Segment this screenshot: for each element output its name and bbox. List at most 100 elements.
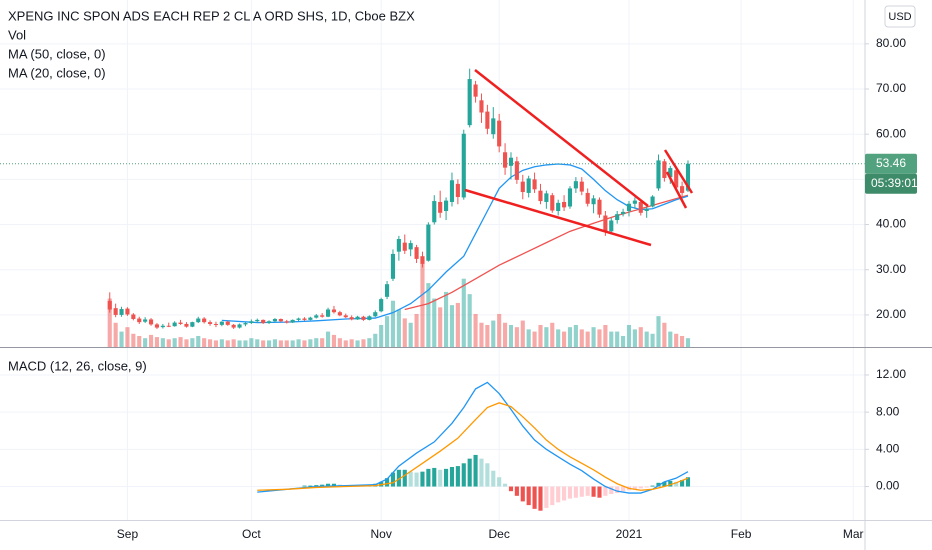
histogram-bar bbox=[597, 486, 602, 498]
macd-title: MACD (12, 26, close, 9) bbox=[8, 358, 147, 373]
candle-body bbox=[562, 201, 567, 208]
candle-body bbox=[284, 321, 289, 323]
indicator-line bbox=[257, 402, 689, 491]
histogram-bar bbox=[526, 486, 531, 506]
price-label: 53.46 bbox=[876, 156, 906, 170]
candle-body bbox=[131, 314, 136, 319]
candle-body bbox=[597, 199, 602, 215]
candle-body bbox=[243, 323, 248, 325]
volume-bar bbox=[119, 331, 124, 347]
volume-bar bbox=[426, 283, 431, 347]
volume-bar bbox=[544, 327, 549, 347]
candle-body bbox=[680, 186, 685, 193]
histogram-bar bbox=[562, 486, 567, 501]
volume-bar bbox=[550, 322, 555, 347]
histogram-bar bbox=[491, 470, 496, 487]
volume-bar bbox=[680, 335, 685, 347]
volume-bar bbox=[125, 327, 130, 347]
histogram-bar bbox=[650, 485, 655, 487]
volume-bar bbox=[491, 320, 496, 347]
histogram-bar bbox=[668, 480, 673, 487]
candle-body bbox=[184, 323, 189, 327]
histogram-bar bbox=[438, 469, 443, 487]
volume-bar bbox=[302, 340, 307, 347]
candle-body bbox=[485, 111, 490, 129]
candle-body bbox=[290, 319, 295, 323]
candle-body bbox=[638, 201, 643, 213]
candle-body bbox=[650, 196, 655, 207]
volume-bar bbox=[461, 278, 466, 347]
histogram-bar bbox=[532, 486, 537, 509]
candle-body bbox=[207, 322, 213, 324]
volume-bar bbox=[184, 339, 189, 347]
histogram-bar bbox=[615, 486, 620, 494]
currency-button[interactable] bbox=[884, 5, 916, 28]
axis-labels: SepOctNovDec2021FebMar20.0030.0040.0050.… bbox=[117, 36, 918, 541]
volume-bar bbox=[154, 337, 160, 347]
volume-bar bbox=[379, 324, 384, 347]
volume-bar bbox=[137, 335, 142, 347]
histogram-bar bbox=[390, 472, 396, 487]
histogram-bar bbox=[325, 483, 331, 487]
histogram-bar bbox=[638, 486, 643, 489]
histogram-bar bbox=[385, 478, 390, 487]
candle-body bbox=[331, 309, 337, 313]
candle-body bbox=[609, 220, 614, 232]
volume-legend: Vol bbox=[8, 27, 26, 42]
candle-body bbox=[467, 79, 472, 126]
candle-body bbox=[567, 188, 573, 207]
candle-body bbox=[255, 319, 260, 322]
histogram-bar bbox=[514, 486, 519, 496]
candle-body bbox=[520, 181, 525, 193]
candle-body bbox=[231, 324, 236, 328]
histogram-bar bbox=[544, 486, 549, 508]
candle-body bbox=[137, 318, 142, 323]
candle-body bbox=[668, 168, 673, 178]
volume-bar bbox=[597, 329, 602, 347]
volume-bar bbox=[325, 331, 331, 347]
x-tick-label: 2021 bbox=[616, 527, 643, 541]
candle-body bbox=[626, 203, 632, 212]
volume-bar bbox=[343, 340, 348, 347]
currency[interactable]: USD bbox=[888, 11, 911, 23]
volume-bar bbox=[160, 338, 165, 347]
histogram-bar bbox=[455, 466, 460, 487]
candle-body bbox=[473, 84, 478, 97]
volume-bar bbox=[444, 291, 449, 347]
histogram-bar bbox=[579, 486, 584, 497]
volume-bar bbox=[508, 324, 514, 347]
volume-bar bbox=[337, 338, 342, 347]
histogram-bar bbox=[473, 454, 478, 487]
candle-body bbox=[107, 300, 112, 310]
volume-bar bbox=[556, 329, 561, 347]
volume-bar bbox=[485, 324, 490, 347]
histogram-bar bbox=[396, 469, 401, 487]
candle-body bbox=[656, 160, 661, 189]
volume-bar bbox=[609, 331, 614, 347]
volume-bar bbox=[632, 329, 637, 347]
candle-body bbox=[603, 215, 608, 232]
candle-body bbox=[361, 316, 366, 320]
candle-body bbox=[585, 192, 590, 204]
candle-body bbox=[320, 315, 325, 317]
candle-body bbox=[125, 308, 130, 315]
volume-bar bbox=[650, 333, 655, 347]
volume-bar bbox=[438, 307, 443, 347]
candle-body bbox=[449, 180, 455, 202]
candle-body bbox=[621, 211, 626, 215]
histogram-bar bbox=[479, 458, 484, 487]
volume-bar bbox=[231, 339, 236, 347]
candle-body bbox=[420, 256, 425, 264]
candle-body bbox=[615, 214, 620, 221]
volume-bar bbox=[331, 334, 337, 347]
volume-bar bbox=[432, 298, 437, 347]
volume-bar bbox=[385, 316, 390, 347]
candle-body bbox=[249, 321, 254, 324]
y-tick-label: 70.00 bbox=[876, 81, 906, 95]
histogram-bar bbox=[420, 471, 425, 487]
volume-bar bbox=[166, 339, 171, 347]
y-tick-label: 80.00 bbox=[876, 36, 906, 50]
candle-body bbox=[308, 317, 313, 320]
